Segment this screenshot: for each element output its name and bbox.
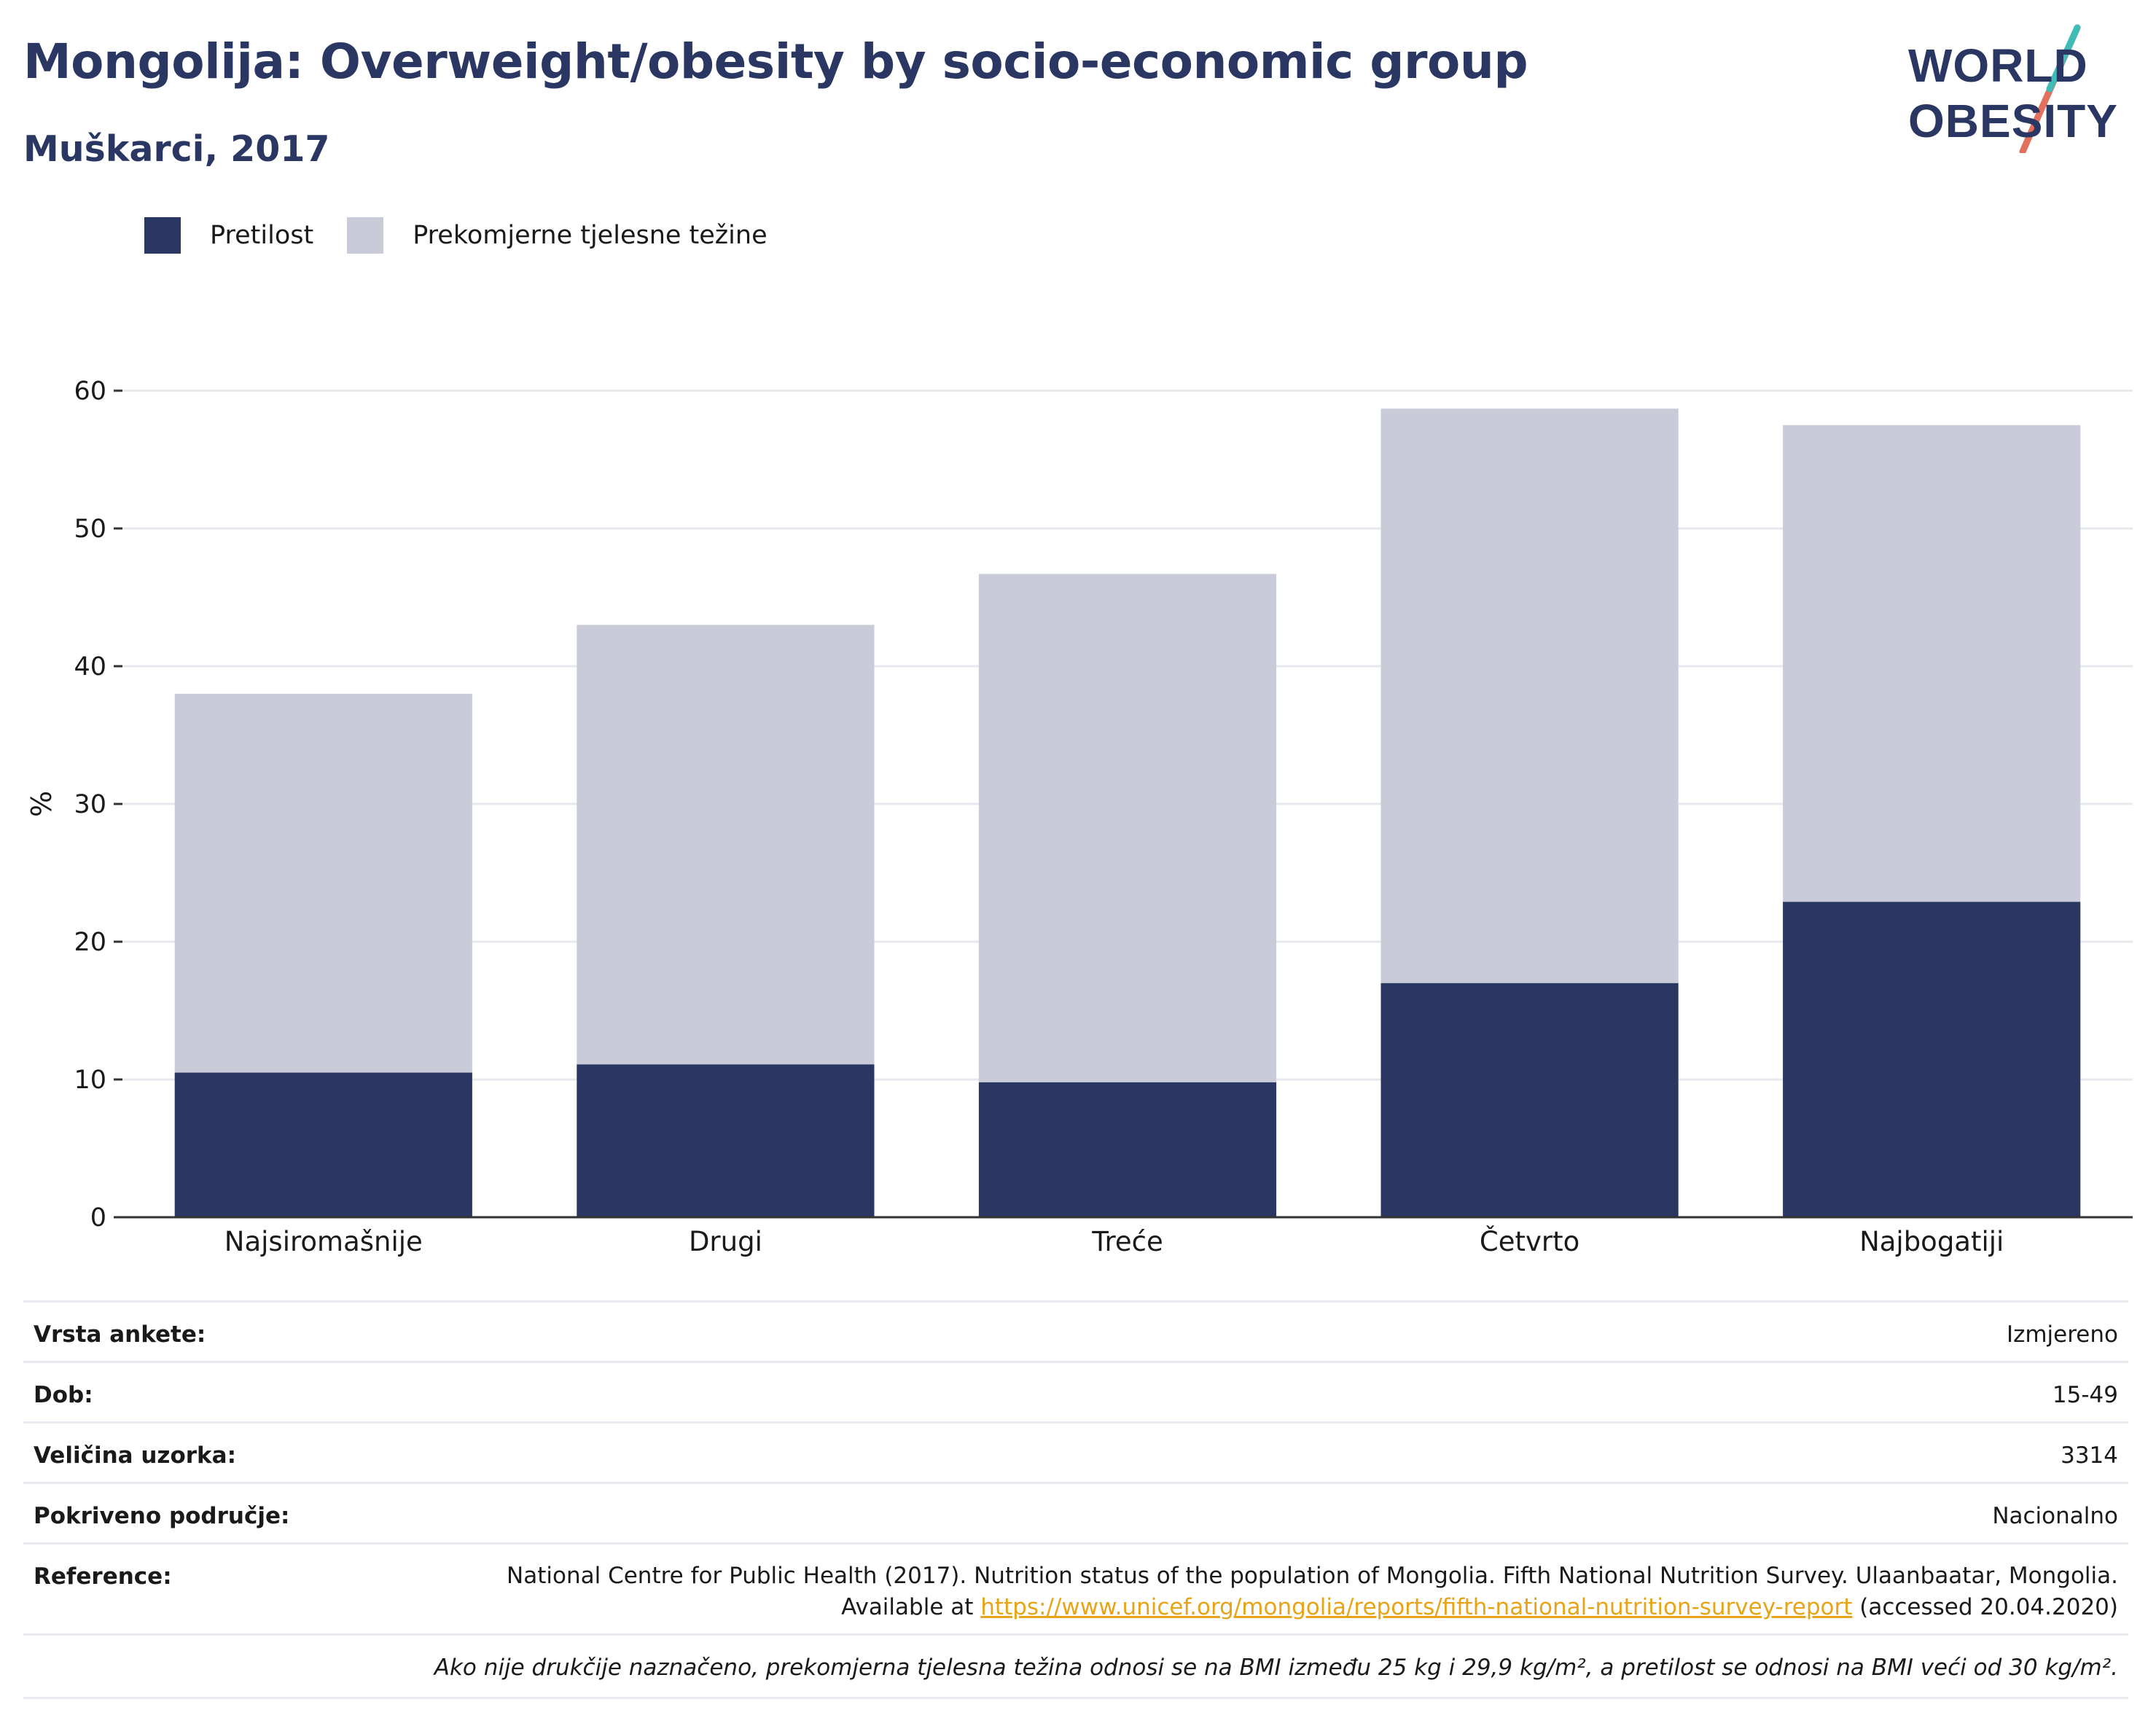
meta-key: Pokriveno područje:	[34, 1503, 290, 1529]
legend-label-obesity: Pretilost	[210, 221, 314, 250]
y-tick-label: 0	[90, 1203, 106, 1233]
meta-value: 3314	[2061, 1442, 2118, 1469]
definition-note: Ako nije drukčije naznačeno, prekomjerna…	[23, 1633, 2128, 1699]
meta-row-survey-type: Vrsta ankete: Izmjereno	[23, 1300, 2128, 1361]
y-tick-label: 50	[74, 515, 106, 544]
bar-obesity[interactable]	[1380, 983, 1679, 1217]
y-tick-label: 60	[74, 377, 106, 406]
chart-subtitle: Muškarci, 2017	[23, 128, 330, 170]
bar-overweight[interactable]	[577, 625, 875, 1065]
reference-text-before: National Centre for Public Health (2017)…	[507, 1563, 2118, 1620]
bar-obesity[interactable]	[1783, 902, 2081, 1217]
meta-value: Nacionalno	[1992, 1503, 2118, 1529]
meta-key: Reference:	[34, 1563, 172, 1590]
legend-swatch-overweight	[347, 217, 384, 254]
y-tick-label: 20	[74, 928, 106, 957]
x-tick-label: Treće	[1091, 1226, 1163, 1257]
legend-item-overweight[interactable]: Prekomjerne tjelesne težine	[347, 217, 768, 254]
bar-obesity[interactable]	[174, 1072, 472, 1217]
world-obesity-logo: WORLD OBESITY	[1908, 24, 2118, 153]
survey-info-table: Vrsta ankete: Izmjereno Dob: 15-49 Velič…	[23, 1300, 2128, 1699]
y-tick-label: 10	[74, 1066, 106, 1095]
y-tick-label: 40	[74, 652, 106, 682]
bar-overweight[interactable]	[1380, 408, 1679, 983]
legend-label-overweight: Prekomjerne tjelesne težine	[413, 221, 768, 250]
legend-swatch-obesity	[144, 217, 181, 254]
reference-text-after: (accessed 20.04.2020)	[1852, 1594, 2118, 1620]
meta-value: Izmjereno	[2006, 1321, 2118, 1348]
y-axis-title: %	[26, 791, 58, 817]
meta-row-coverage: Pokriveno područje: Nacionalno	[23, 1482, 2128, 1542]
meta-row-age: Dob: 15-49	[23, 1361, 2128, 1421]
meta-key: Dob:	[34, 1382, 93, 1408]
logo-text-world: WORLD	[1908, 39, 2088, 92]
logo-text-obesity: OBESITY	[1908, 95, 2118, 147]
y-tick-label: 30	[74, 790, 106, 819]
legend: Pretilost Prekomjerne tjelesne težine	[144, 216, 801, 255]
reference-link[interactable]: https://www.unicef.org/mongolia/reports/…	[980, 1594, 1853, 1620]
bar-overweight[interactable]	[174, 693, 472, 1073]
reference-text: National Centre for Public Health (2017)…	[442, 1561, 2118, 1623]
meta-row-reference: Reference: National Centre for Public He…	[23, 1542, 2128, 1633]
bar-overweight[interactable]	[1783, 425, 2081, 902]
stacked-bar-chart: 0 10 20 30 40 50 60% Najsiromašnije Drugi Treće Če…	[26, 377, 2133, 1257]
bar-overweight[interactable]	[978, 574, 1277, 1082]
x-tick-label: Drugi	[689, 1226, 762, 1257]
meta-value: 15-49	[2052, 1382, 2118, 1408]
bar-obesity[interactable]	[577, 1064, 875, 1217]
x-tick-label: Najbogatiji	[1859, 1226, 2004, 1257]
x-tick-label: Četvrto	[1480, 1225, 1579, 1257]
x-tick-label: Najsiromašnije	[224, 1226, 423, 1257]
legend-item-obesity[interactable]: Pretilost	[144, 217, 313, 254]
meta-key: Vrsta ankete:	[34, 1321, 206, 1348]
meta-row-sample-size: Veličina uzorka: 3314	[23, 1421, 2128, 1482]
bar-obesity[interactable]	[978, 1082, 1277, 1217]
chart-title: Mongolija: Overweight/obesity by socio-e…	[23, 34, 1528, 90]
meta-key: Veličina uzorka:	[34, 1442, 236, 1469]
